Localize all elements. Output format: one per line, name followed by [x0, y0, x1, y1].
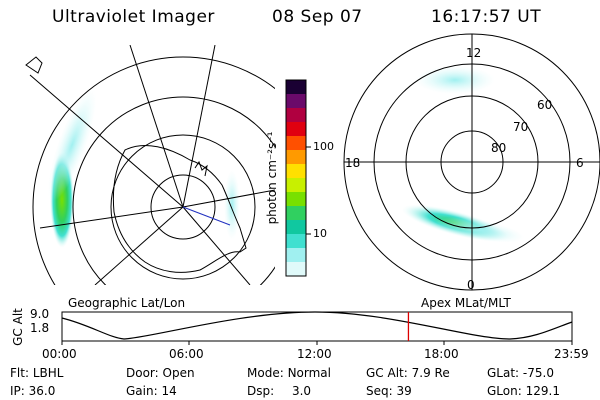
- mlt-label-top: 12: [466, 46, 482, 60]
- info-glat: GLat: -75.0: [487, 366, 554, 380]
- colorbar-swatch: [286, 164, 306, 179]
- altitude-ylabel: GC Alt: [11, 308, 25, 346]
- colorbar-swatch: [286, 122, 306, 137]
- info-door: Door: Open: [126, 366, 195, 380]
- polar-plot: [343, 33, 600, 291]
- xtick-0600: 06:00: [169, 347, 204, 361]
- mlt-label-bottom: 0: [467, 278, 475, 292]
- colorbar-swatch: [286, 192, 306, 207]
- colorbar-swatch: [286, 220, 306, 235]
- altitude-curve: [61, 311, 573, 340]
- apex-label: Apex MLat/MLT: [421, 296, 511, 310]
- colorbar-swatch: [286, 206, 306, 221]
- colorbar-unit-label: photon cm⁻²s⁻¹: [265, 131, 279, 225]
- info-gc-alt: GC Alt: 7.9 Re: [366, 366, 450, 380]
- colorbar: [286, 80, 306, 277]
- colorbar-swatch: [286, 80, 306, 95]
- info-gain: Gain: 14: [126, 384, 177, 398]
- header-date: 08 Sep 07: [272, 7, 363, 27]
- info-seq: Seq: 39: [366, 384, 412, 398]
- instrument-title: Ultraviolet Imager: [52, 7, 215, 27]
- colorbar-swatch: [286, 262, 306, 277]
- xtick-1800: 18:00: [424, 347, 459, 361]
- xtick-0000: 00:00: [42, 347, 77, 361]
- colorbar-swatch: [286, 136, 306, 151]
- colorbar-swatch: [286, 94, 306, 109]
- geographic-label: Geographic Lat/Lon: [68, 296, 186, 310]
- colorbar-swatch: [286, 234, 306, 249]
- altitude-ytick-low: 1.8: [30, 321, 50, 335]
- colorbar-frame: [285, 79, 307, 277]
- mlt-label-right: 6: [576, 156, 584, 170]
- info-mode: Mode: Normal: [247, 366, 331, 380]
- xtick-2359: 23:59: [554, 347, 589, 361]
- info-ip: IP: 36.0: [10, 384, 56, 398]
- colorbar-swatch: [286, 108, 306, 123]
- lat-label-80: 80: [491, 141, 507, 155]
- colorbar-swatch: [286, 178, 306, 193]
- altitude-ytick-high: 9.0: [30, 307, 50, 321]
- header-time: 16:17:57 UT: [431, 7, 542, 27]
- lat-label-70: 70: [513, 120, 529, 134]
- xtick-1200: 12:00: [297, 347, 332, 361]
- mlt-label-left: 18: [345, 156, 361, 170]
- colorbar-swatch: [286, 248, 306, 263]
- lat-label-60: 60: [537, 98, 553, 112]
- info-filter: Flt: LBHL: [10, 366, 64, 380]
- colorbar-tick-100: 100: [313, 140, 334, 153]
- info-glon: GLon: 129.1: [487, 384, 560, 398]
- colorbar-tick-10: 10: [313, 227, 327, 240]
- info-dsp: Dsp: 3.0: [247, 384, 312, 398]
- geographic-map: [25, 45, 275, 285]
- colorbar-swatch: [286, 150, 306, 165]
